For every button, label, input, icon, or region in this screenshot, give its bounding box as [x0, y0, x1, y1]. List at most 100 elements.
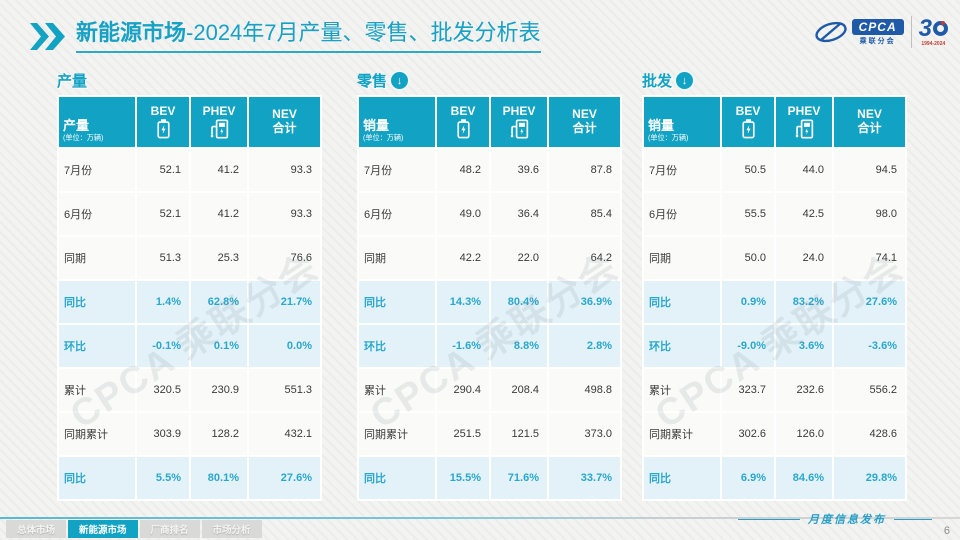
row-label: 同比: [359, 457, 435, 499]
header-phev-cell: PHEV: [776, 97, 832, 147]
header-bev-cell: BEV: [722, 97, 774, 147]
header-bev-cell: BEV: [437, 97, 489, 147]
title-bar: 新能源市场-2024年7月产量、零售、批发分析表: [30, 20, 541, 53]
data-cell: 98.0: [834, 193, 905, 235]
data-cell: 71.6%: [491, 457, 547, 499]
data-cell: 232.6: [776, 369, 832, 411]
data-cell: 83.2%: [776, 281, 832, 323]
cpca-swoosh-icon: [814, 21, 847, 43]
data-cell: 93.3: [249, 193, 320, 235]
row-label: 累计: [644, 369, 720, 411]
header-nev-cell: NEV 合计: [549, 97, 620, 147]
table-row: 同期 42.2 22.0 64.2: [359, 237, 620, 279]
nav-tab-oem-ranking[interactable]: 厂商排名: [139, 520, 200, 538]
charging-pump-icon: [795, 119, 813, 139]
section-retail: 零售 ↓ 销量 (单位：万辆) BEV PHEV: [357, 70, 627, 501]
data-cell: 85.4: [549, 193, 620, 235]
data-cell: -3.6%: [834, 325, 905, 367]
nav-tab-market-analysis[interactable]: 市场分析: [201, 520, 262, 538]
battery-icon: [156, 119, 170, 139]
footer-divider-line: [0, 517, 960, 519]
data-cell: 15.5%: [437, 457, 489, 499]
page-title: 新能源市场-2024年7月产量、零售、批发分析表: [76, 20, 541, 53]
data-cell: 0.0%: [249, 325, 320, 367]
header-nev-total-label: 合计: [272, 121, 297, 135]
section-title-retail: 零售: [357, 73, 388, 90]
nav-tab-overall-market[interactable]: 总体市场: [6, 520, 67, 538]
row-label: 累计: [59, 369, 135, 411]
table-row: 同期 51.3 25.3 76.6: [59, 237, 320, 279]
section-wholesale: 批发 ↓ 销量 (单位：万辆) BEV PHEV: [642, 70, 912, 501]
row-label: 6月份: [59, 193, 135, 235]
header-bev-label: BEV: [150, 103, 176, 118]
page-number: 6: [943, 525, 950, 537]
data-cell: 62.8%: [191, 281, 247, 323]
header-unit-label: (单位：万辆): [648, 133, 689, 143]
table-row: 环比 -0.1% 0.1% 0.0%: [59, 325, 320, 367]
production-table: 产量 (单位：万辆) BEV PHEV: [57, 95, 327, 501]
header-measure-cell: 销量 (单位：万辆): [644, 97, 720, 147]
data-cell: -0.1%: [137, 325, 189, 367]
wholesale-table: 销量 (单位：万辆) BEV PHEV: [642, 95, 912, 501]
header-bev-cell: BEV: [137, 97, 189, 147]
row-label: 同比: [59, 457, 135, 499]
row-label: 同比: [59, 281, 135, 323]
cpca-text-block: CPCA 乘联分会: [851, 18, 904, 46]
data-cell: 93.3: [249, 149, 320, 191]
data-cell: 36.9%: [549, 281, 620, 323]
header-phev-cell: PHEV: [191, 97, 247, 147]
retail-table-body: 7月份 48.2 39.6 87.8 6月份 49.0 36.4 85.4 同期 42.2 22.0…: [359, 149, 620, 499]
row-label: 6月份: [359, 193, 435, 235]
header-bev-label: BEV: [450, 103, 476, 118]
data-cell: 3.6%: [776, 325, 832, 367]
table-row: 同比 15.5% 71.6% 33.7%: [359, 457, 620, 499]
data-cell: 64.2: [549, 237, 620, 279]
down-arrow-icon: ↓: [676, 72, 694, 89]
table-row: 同期累计 251.5 121.5 373.0: [359, 413, 620, 455]
table-row: 7月份 52.1 41.2 93.3: [59, 149, 320, 191]
data-cell: 5.5%: [137, 457, 189, 499]
table-row: 同期累计 302.6 126.0 428.6: [644, 413, 905, 455]
row-label: 环比: [59, 325, 135, 367]
header-unit-label: (单位：万辆): [63, 133, 104, 143]
data-cell: 428.6: [834, 413, 905, 455]
nav-tab-nev-market[interactable]: 新能源市场: [68, 520, 138, 538]
header-nev-cell: NEV 合计: [834, 97, 905, 147]
table-row: 6月份 49.0 36.4 85.4: [359, 193, 620, 235]
page-title-main: 新能源市场: [76, 20, 187, 45]
data-cell: 74.1: [834, 237, 905, 279]
data-cell: 25.3: [191, 237, 247, 279]
table-row: 7月份 50.5 44.0 94.5: [644, 149, 905, 191]
data-cell: 302.6: [722, 413, 774, 455]
data-cell: 14.3%: [437, 281, 489, 323]
row-label: 7月份: [359, 149, 435, 191]
data-cell: 251.5: [437, 413, 489, 455]
data-cell: 39.6: [491, 149, 547, 191]
data-cell: 48.2: [437, 149, 489, 191]
data-cell: 42.5: [776, 193, 832, 235]
data-cell: 52.1: [137, 193, 189, 235]
data-cell: 230.9: [191, 369, 247, 411]
row-label: 同比: [359, 281, 435, 323]
retail-table: 销量 (单位：万辆) BEV PHEV: [357, 95, 627, 501]
table-row: 同期 50.0 24.0 74.1: [644, 237, 905, 279]
table-row: 同比 5.5% 80.1% 27.6%: [59, 457, 320, 499]
section-title-production: 产量: [57, 73, 88, 90]
data-cell: 51.3: [137, 237, 189, 279]
header-phev-label: PHEV: [202, 103, 236, 118]
table-header-row: 销量 (单位：万辆) BEV PHEV: [359, 97, 620, 147]
data-cell: 432.1: [249, 413, 320, 455]
header-nev-label: NEV: [857, 107, 882, 122]
header-nev-total-label: 合计: [857, 121, 882, 135]
row-label: 同期累计: [644, 413, 720, 455]
table-row: 6月份 55.5 42.5 98.0: [644, 193, 905, 235]
table-row: 6月份 52.1 41.2 93.3: [59, 193, 320, 235]
charging-pump-icon: [210, 119, 228, 139]
table-row: 同比 14.3% 80.4% 36.9%: [359, 281, 620, 323]
production-table-body: 7月份 52.1 41.2 93.3 6月份 52.1 41.2 93.3 同期 51.3 25.3…: [59, 149, 320, 499]
table-row: 同比 1.4% 62.8% 21.7%: [59, 281, 320, 323]
data-cell: 94.5: [834, 149, 905, 191]
header-measure-cell: 销量 (单位：万辆): [359, 97, 435, 147]
row-label: 同期: [59, 237, 135, 279]
table-row: 环比 -1.6% 8.8% 2.8%: [359, 325, 620, 367]
